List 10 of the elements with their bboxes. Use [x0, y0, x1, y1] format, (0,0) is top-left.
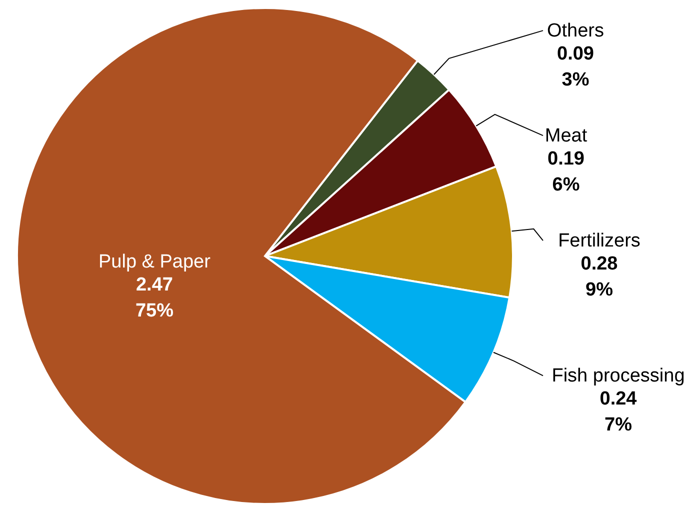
slice-label: Meat [544, 126, 588, 147]
slice-label: Fertilizers [558, 230, 640, 252]
slice-label: Fish processing [552, 366, 685, 387]
data-label: 0.28 9% [580, 254, 618, 301]
data-label: 0.24 7% [600, 388, 638, 436]
slice-label: Others [546, 20, 604, 42]
data-label: 0.19 6% [548, 148, 584, 196]
data-label: 0.09 3% [557, 44, 594, 91]
slice-label: Pulp & Paper [98, 251, 212, 272]
data-label: 2.47 75% [135, 274, 174, 322]
